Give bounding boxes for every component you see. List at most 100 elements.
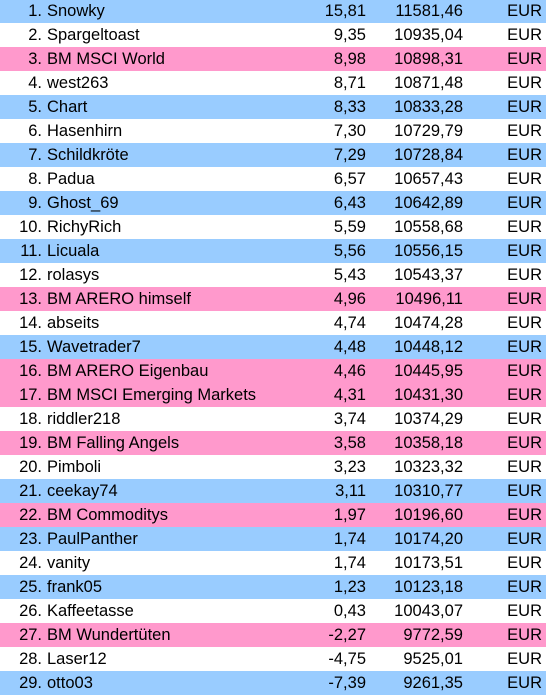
- value-cell: 10310,77: [394, 482, 463, 500]
- table-row: 23. PaulPanther 1,74 10174,20 EUR: [0, 527, 546, 551]
- value-cell: 10558,68: [394, 218, 463, 236]
- currency-cell: EUR: [507, 602, 542, 620]
- table-row: 9. Ghost_69 6,43 10642,89 EUR: [0, 191, 546, 215]
- currency-cell: EUR: [507, 98, 542, 116]
- rank-cell: 22.: [19, 506, 42, 524]
- percent-cell: 9,35: [333, 26, 366, 44]
- currency-cell: EUR: [507, 578, 542, 596]
- name-cell: riddler218: [47, 410, 121, 428]
- table-row: 15. Wavetrader7 4,48 10448,12 EUR: [0, 335, 546, 359]
- currency-cell: EUR: [507, 386, 542, 404]
- currency-cell: EUR: [507, 50, 542, 68]
- rank-cell: 28.: [19, 650, 42, 668]
- currency-cell: EUR: [507, 434, 542, 452]
- currency-cell: EUR: [507, 266, 542, 284]
- currency-cell: EUR: [507, 194, 542, 212]
- value-cell: 10898,31: [394, 50, 463, 68]
- currency-cell: EUR: [507, 2, 542, 20]
- table-row: 17. BM MSCI Emerging Markets 4,31 10431,30 E…: [0, 383, 546, 407]
- value-cell: 10833,28: [394, 98, 463, 116]
- rank-cell: 11.: [20, 242, 42, 260]
- rank-cell: 29.: [19, 674, 42, 692]
- name-cell: frank05: [47, 578, 103, 596]
- table-row: 5. Chart 8,33 10833,28 EUR: [0, 95, 546, 119]
- name-cell: ceekay74: [47, 482, 118, 500]
- name-cell: Spargeltoast: [47, 26, 140, 44]
- currency-cell: EUR: [507, 650, 542, 668]
- percent-cell: 15,81: [324, 2, 366, 20]
- currency-cell: EUR: [507, 626, 542, 644]
- percent-cell: 1,23: [333, 578, 366, 596]
- currency-cell: EUR: [507, 218, 542, 236]
- name-cell: RichyRich: [47, 218, 122, 236]
- currency-cell: EUR: [507, 362, 542, 380]
- name-cell: vanity: [47, 554, 91, 572]
- percent-cell: 5,43: [333, 266, 366, 284]
- currency-cell: EUR: [507, 314, 542, 332]
- percent-cell: 8,71: [333, 74, 366, 92]
- currency-cell: EUR: [507, 458, 542, 476]
- table-row: 13. BM ARERO himself 4,96 10496,11 EUR: [0, 287, 546, 311]
- table-row: 1. Snowky 15,81 11581,46 EUR: [0, 0, 546, 23]
- value-cell: 10173,51: [394, 554, 463, 572]
- value-cell: 10448,12: [394, 338, 463, 356]
- table-row: 12. rolasys 5,43 10543,37 EUR: [0, 263, 546, 287]
- currency-cell: EUR: [507, 506, 542, 524]
- value-cell: 10474,28: [394, 314, 463, 332]
- percent-cell: 8,98: [333, 50, 366, 68]
- value-cell: 10123,18: [394, 578, 463, 596]
- table-row: 16. BM ARERO Eigenbau 4,46 10445,95 EUR: [0, 359, 546, 383]
- percent-cell: 1,74: [333, 554, 366, 572]
- value-cell: 10657,43: [394, 170, 463, 188]
- name-cell: BM Wundertüten: [47, 626, 171, 644]
- value-cell: 10935,04: [394, 26, 463, 44]
- percent-cell: 4,74: [333, 314, 366, 332]
- rank-cell: 17.: [19, 386, 42, 404]
- currency-cell: EUR: [507, 290, 542, 308]
- table-row: 2. Spargeltoast 9,35 10935,04 EUR: [0, 23, 546, 47]
- value-cell: 10196,60: [394, 506, 463, 524]
- value-cell: 10374,29: [394, 410, 463, 428]
- table-row: 6. Hasenhirn 7,30 10729,79 EUR: [0, 119, 546, 143]
- value-cell: 11581,46: [395, 2, 463, 20]
- rank-cell: 7.: [28, 146, 42, 164]
- table-row: 20. Pimboli 3,23 10323,32 EUR: [0, 455, 546, 479]
- percent-cell: 5,56: [333, 242, 366, 260]
- name-cell: Hasenhirn: [47, 122, 123, 140]
- percent-cell: 8,33: [333, 98, 366, 116]
- rank-cell: 3.: [28, 50, 42, 68]
- table-row: 26. Kaffeetasse 0,43 10043,07 EUR: [0, 599, 546, 623]
- name-cell: BM ARERO himself: [47, 290, 191, 308]
- table-row: 11. Licuala 5,56 10556,15 EUR: [0, 239, 546, 263]
- name-cell: Laser12: [47, 650, 107, 668]
- currency-cell: EUR: [507, 554, 542, 572]
- table-row: 28. Laser12 -4,75 9525,01 EUR: [0, 647, 546, 671]
- value-cell: 10496,11: [395, 290, 463, 308]
- rank-cell: 12.: [19, 266, 42, 284]
- percent-cell: -2,27: [328, 626, 366, 644]
- table-row: 21. ceekay74 3,11 10310,77 EUR: [0, 479, 546, 503]
- rank-cell: 15.: [19, 338, 42, 356]
- rank-cell: 26.: [19, 602, 42, 620]
- name-cell: Chart: [47, 98, 88, 116]
- percent-cell: 1,74: [333, 530, 366, 548]
- rank-cell: 6.: [28, 122, 42, 140]
- table-row: 7. Schildkröte 7,29 10728,84 EUR: [0, 143, 546, 167]
- rank-cell: 20.: [19, 458, 42, 476]
- table-row: 8. Padua 6,57 10657,43 EUR: [0, 167, 546, 191]
- name-cell: BM MSCI Emerging Markets: [47, 386, 257, 404]
- rank-cell: 14.: [19, 314, 42, 332]
- percent-cell: 5,59: [333, 218, 366, 236]
- rank-cell: 21.: [19, 482, 42, 500]
- value-cell: 9525,01: [403, 650, 463, 668]
- rank-cell: 16.: [19, 362, 42, 380]
- rank-cell: 18.: [19, 410, 42, 428]
- name-cell: Padua: [47, 170, 95, 188]
- value-cell: 10043,07: [394, 602, 463, 620]
- value-cell: 10729,79: [394, 122, 463, 140]
- rank-cell: 5.: [28, 98, 42, 116]
- table-row: 3. BM MSCI World 8,98 10898,31 EUR: [0, 47, 546, 71]
- rank-cell: 27.: [19, 626, 42, 644]
- currency-cell: EUR: [507, 482, 542, 500]
- percent-cell: -4,75: [328, 650, 366, 668]
